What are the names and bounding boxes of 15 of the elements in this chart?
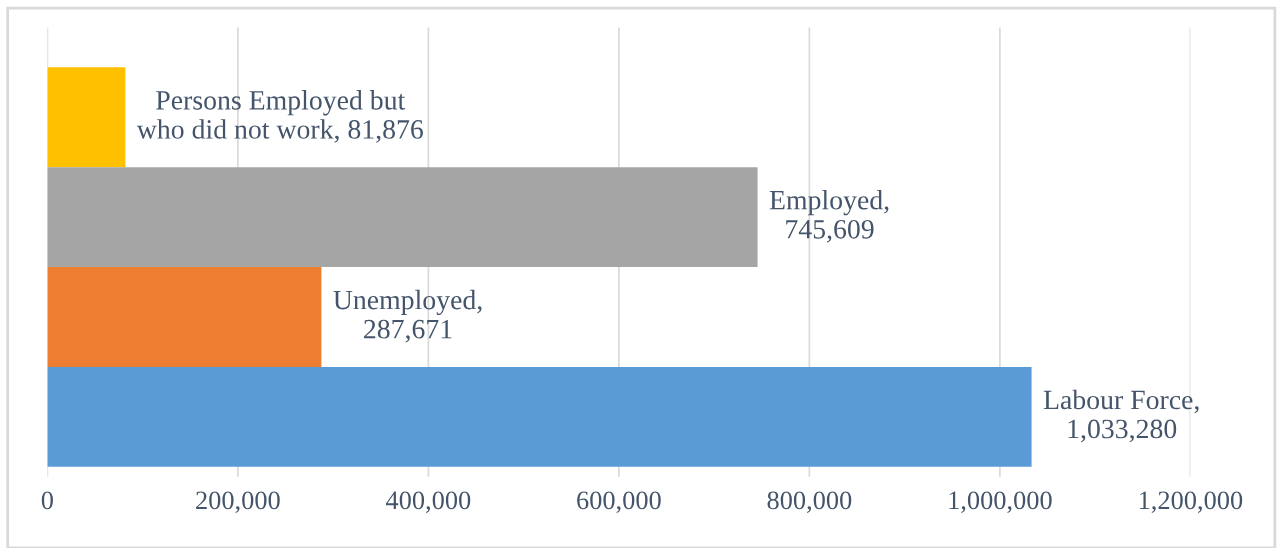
bar — [47, 267, 322, 367]
data-label: Employed, 745,609 — [769, 189, 889, 243]
bar — [47, 366, 1032, 467]
bar — [47, 167, 758, 268]
data-label: Unemployed, 287,671 — [333, 289, 482, 343]
x-tick-label: 800,000 — [767, 491, 852, 514]
data-label: Labour Force, 1,033,280 — [1043, 389, 1199, 443]
x-tick-label: 0 — [41, 491, 53, 510]
x-tick-label: 200,000 — [196, 491, 280, 514]
bar — [47, 67, 126, 168]
data-label: Persons Employed but who did not work, 81,876 — [136, 90, 423, 143]
x-tick-label: 400,000 — [386, 491, 471, 514]
x-tick-label: 1,000,000 — [949, 491, 1052, 514]
x-tick-label: 1,200,000 — [1139, 491, 1243, 514]
x-tick-label: 600,000 — [577, 491, 661, 514]
